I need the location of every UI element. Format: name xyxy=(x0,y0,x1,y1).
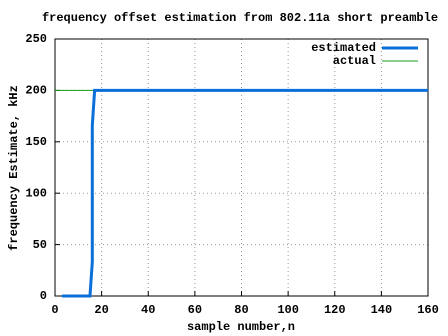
legend-label: estimated xyxy=(311,41,376,55)
legend-label: actual xyxy=(333,54,376,68)
y-tick-label: 250 xyxy=(25,32,47,46)
x-tick-label: 80 xyxy=(234,303,248,317)
y-axis-label: frequency Estimate, kHz xyxy=(7,85,21,251)
x-tick-label: 0 xyxy=(51,303,58,317)
x-tick-label: 40 xyxy=(141,303,155,317)
y-tick-label: 100 xyxy=(25,186,47,200)
x-tick-label: 100 xyxy=(277,303,299,317)
x-tick-label: 60 xyxy=(188,303,202,317)
y-tick-label: 150 xyxy=(25,135,47,149)
y-tick-label: 200 xyxy=(25,84,47,98)
x-axis-label: sample number,n xyxy=(187,320,295,334)
y-tick-label: 0 xyxy=(40,289,47,303)
y-tick-label: 50 xyxy=(33,238,47,252)
x-tick-label: 160 xyxy=(417,303,439,317)
x-tick-label: 140 xyxy=(371,303,393,317)
x-tick-label: 20 xyxy=(94,303,108,317)
plot-frame xyxy=(54,38,429,297)
series-line xyxy=(61,88,428,298)
chart-title: frequency offset estimation from 802.11a… xyxy=(42,11,438,25)
x-tick-label: 120 xyxy=(324,303,346,317)
